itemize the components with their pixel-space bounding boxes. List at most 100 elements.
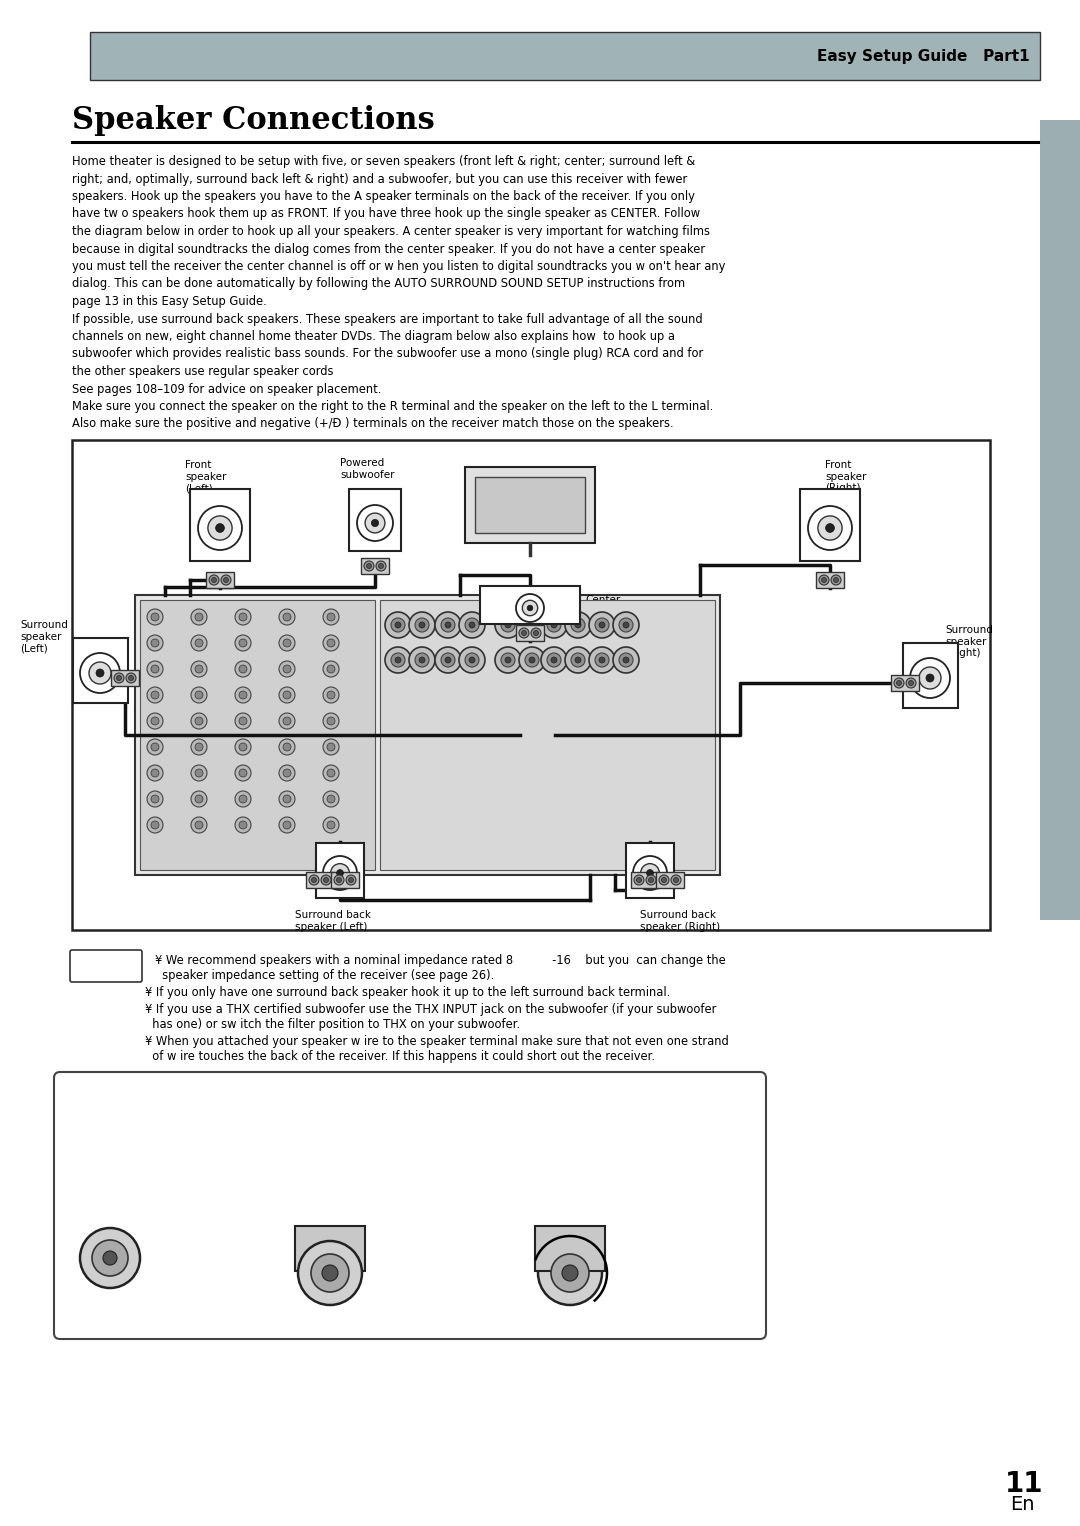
Circle shape: [441, 618, 455, 632]
Circle shape: [235, 687, 251, 703]
Circle shape: [674, 877, 678, 882]
Circle shape: [613, 647, 639, 673]
Circle shape: [221, 575, 231, 584]
Circle shape: [327, 769, 335, 777]
Circle shape: [324, 877, 328, 882]
Circle shape: [235, 713, 251, 729]
Bar: [800, 488, 860, 562]
Circle shape: [311, 877, 316, 882]
Text: Make sure you connect the speaker on the right to the R terminal and the speaker: Make sure you connect the speaker on the…: [72, 400, 713, 414]
Circle shape: [419, 623, 426, 629]
Circle shape: [459, 647, 485, 673]
Circle shape: [327, 821, 335, 829]
Circle shape: [633, 856, 667, 890]
Circle shape: [216, 523, 225, 533]
Circle shape: [337, 870, 343, 876]
Text: have tw o speakers hook them up as FRONT. If you have three hook up the single s: have tw o speakers hook them up as FRONT…: [72, 208, 700, 220]
Circle shape: [384, 647, 411, 673]
Circle shape: [562, 1265, 578, 1280]
Circle shape: [519, 612, 545, 638]
Text: 10mm: 10mm: [121, 1178, 159, 1190]
Text: page 13 in this Easy Setup Guide.: page 13 in this Easy Setup Guide.: [72, 295, 267, 308]
Circle shape: [283, 743, 291, 751]
Text: En: En: [1010, 1495, 1035, 1514]
Bar: [480, 586, 580, 624]
Text: Powered
subwoofer: Powered subwoofer: [340, 458, 394, 479]
Circle shape: [327, 665, 335, 673]
Circle shape: [147, 713, 163, 729]
Text: ¥ We recommend speakers with a nominal impedance rated 8: ¥ We recommend speakers with a nominal i…: [156, 954, 513, 967]
Text: ¥ When you attached your speaker w ire to the speaker terminal make sure that no: ¥ When you attached your speaker w ire t…: [145, 1035, 729, 1048]
Circle shape: [501, 618, 515, 632]
Bar: [295, 1225, 365, 1271]
Circle shape: [323, 816, 339, 833]
Text: subwoofer which provides realistic bass sounds. For the subwoofer use a mono (si: subwoofer which provides realistic bass …: [72, 348, 703, 360]
Circle shape: [906, 678, 916, 688]
Circle shape: [191, 609, 207, 626]
Circle shape: [239, 769, 247, 777]
Circle shape: [538, 1241, 602, 1305]
Circle shape: [80, 1228, 140, 1288]
Bar: [656, 871, 684, 888]
Circle shape: [831, 575, 841, 584]
Circle shape: [191, 687, 207, 703]
Text: has one) or sw itch the filter position to THX on your subwoofer.: has one) or sw itch the filter position …: [145, 1018, 521, 1032]
Circle shape: [323, 856, 357, 890]
Circle shape: [239, 795, 247, 803]
Bar: [349, 488, 401, 551]
Text: Tighten: Tighten: [510, 1119, 555, 1131]
Circle shape: [465, 653, 480, 667]
Circle shape: [531, 629, 541, 638]
Text: ¥ If you use a THX certified subwoofer use the THX INPUT jack on the subwoofer (: ¥ If you use a THX certified subwoofer u…: [145, 1003, 716, 1016]
Bar: [72, 439, 990, 929]
Circle shape: [279, 816, 295, 833]
Circle shape: [323, 687, 339, 703]
Circle shape: [818, 516, 842, 540]
Bar: [361, 559, 389, 574]
Circle shape: [327, 691, 335, 699]
Circle shape: [283, 691, 291, 699]
FancyBboxPatch shape: [70, 951, 141, 983]
Circle shape: [212, 577, 216, 583]
Circle shape: [349, 877, 353, 882]
Circle shape: [191, 713, 207, 729]
Circle shape: [623, 658, 629, 662]
Circle shape: [495, 647, 521, 673]
Circle shape: [599, 658, 605, 662]
Circle shape: [534, 630, 539, 635]
Circle shape: [311, 1254, 349, 1293]
Text: right; and, optimally, surround back left & right) and a subwoofer, but you can : right; and, optimally, surround back lef…: [72, 172, 687, 186]
Circle shape: [147, 635, 163, 652]
Bar: [190, 488, 249, 562]
Circle shape: [151, 639, 159, 647]
Circle shape: [80, 653, 120, 693]
Circle shape: [195, 717, 203, 725]
Circle shape: [646, 874, 656, 885]
Circle shape: [114, 673, 124, 684]
Circle shape: [279, 790, 295, 807]
Circle shape: [415, 618, 429, 632]
Circle shape: [239, 821, 247, 829]
Circle shape: [322, 1265, 338, 1280]
Circle shape: [525, 653, 539, 667]
Circle shape: [151, 821, 159, 829]
Circle shape: [525, 618, 539, 632]
Circle shape: [671, 874, 681, 885]
Text: of w ire touches the back of the receiver. If this happens it could short out th: of w ire touches the back of the receive…: [145, 1050, 654, 1064]
Text: SURROUND: SURROUND: [500, 607, 540, 612]
Bar: [891, 674, 919, 691]
Text: Center
speaker: Center speaker: [585, 595, 626, 617]
Circle shape: [441, 653, 455, 667]
Circle shape: [634, 874, 644, 885]
Circle shape: [661, 877, 666, 882]
Circle shape: [323, 609, 339, 626]
Circle shape: [239, 717, 247, 725]
Circle shape: [659, 874, 669, 885]
Circle shape: [519, 629, 529, 638]
Text: Loosen speaker terminal: Loosen speaker terminal: [270, 1119, 416, 1131]
Circle shape: [435, 612, 461, 638]
Bar: [206, 572, 234, 588]
Circle shape: [283, 665, 291, 673]
Circle shape: [565, 612, 591, 638]
Circle shape: [151, 613, 159, 621]
